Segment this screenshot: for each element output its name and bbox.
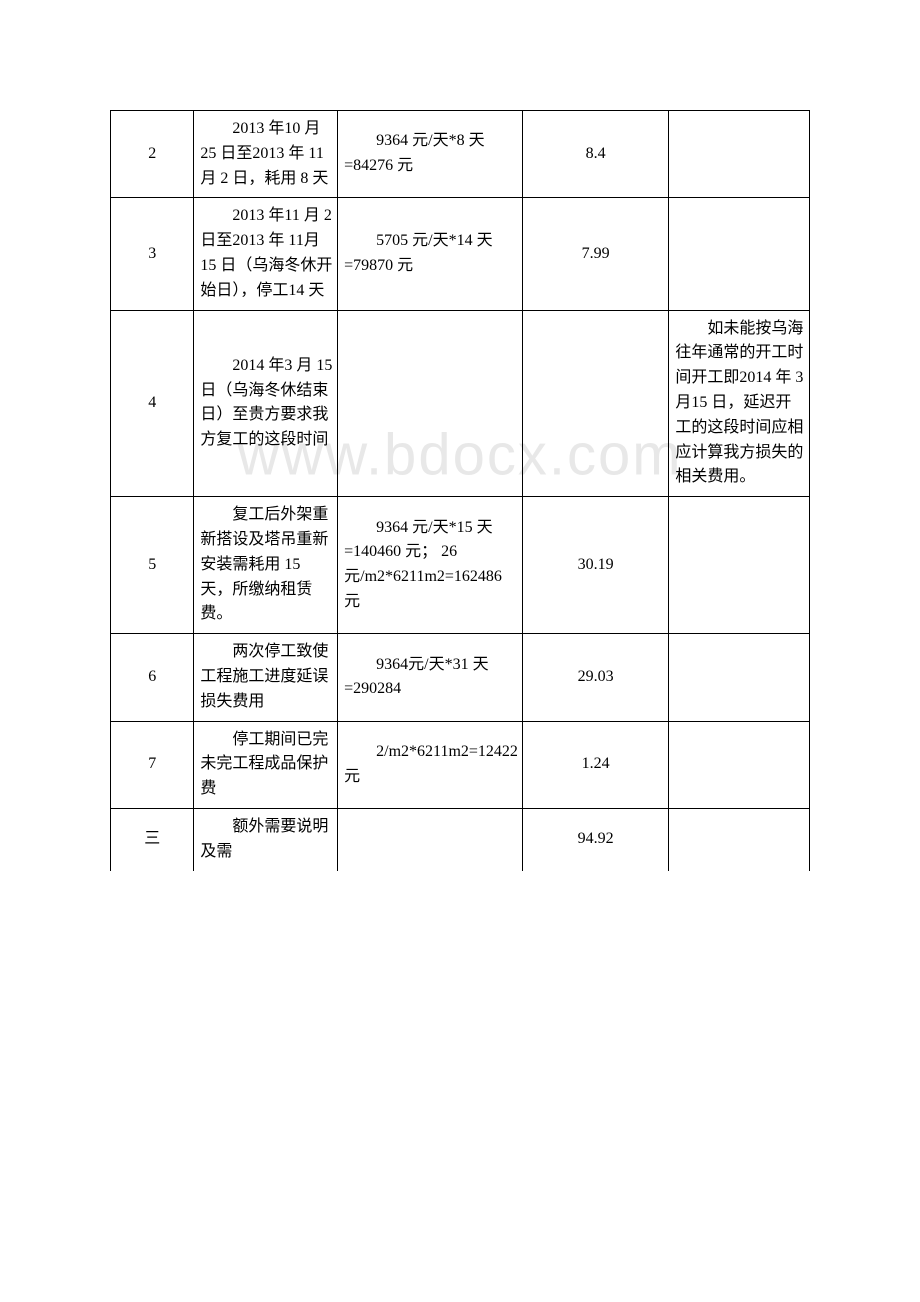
row-index: 6 [111,634,194,721]
row-amount: 1.24 [522,721,668,808]
row-note [669,808,810,870]
row-amount: 7.99 [522,198,668,310]
cost-table: 2 2013 年10 月 25 日至2013 年 11月 2 日，耗用 8 天 … [110,110,810,871]
row-calculation [338,310,523,497]
row-calculation [338,808,523,870]
row-amount: 8.4 [522,111,668,198]
row-calculation: 5705 元/天*14 天=79870 元 [338,198,523,310]
row-description: 2013 年10 月 25 日至2013 年 11月 2 日，耗用 8 天 [194,111,338,198]
row-description: 停工期间已完未完工程成品保护费 [194,721,338,808]
row-description: 额外需要说明及需 [194,808,338,870]
row-amount: 30.19 [522,497,668,634]
table-row: 7 停工期间已完未完工程成品保护费 2/m2*6211m2=12422元 1.2… [111,721,810,808]
row-amount: 29.03 [522,634,668,721]
row-index: 5 [111,497,194,634]
row-calculation: 9364 元/天*15 天=140460 元； 26 元/m2*6211m2=1… [338,497,523,634]
row-calculation: 9364元/天*31 天=290284 [338,634,523,721]
row-note [669,497,810,634]
row-index: 7 [111,721,194,808]
row-index: 4 [111,310,194,497]
table-row: 3 2013 年11 月 2 日至2013 年 11月 15 日（乌海冬休开始日… [111,198,810,310]
row-amount: 94.92 [522,808,668,870]
table-row: 2 2013 年10 月 25 日至2013 年 11月 2 日，耗用 8 天 … [111,111,810,198]
row-note: 如未能按乌海往年通常的开工时间开工即2014 年 3 月15 日，延迟开工的这段… [669,310,810,497]
row-description: 2013 年11 月 2 日至2013 年 11月 15 日（乌海冬休开始日），… [194,198,338,310]
table-row: 6 两次停工致使工程施工进度延误损失费用 9364元/天*31 天=290284… [111,634,810,721]
row-note [669,111,810,198]
row-description: 两次停工致使工程施工进度延误损失费用 [194,634,338,721]
row-description: 复工后外架重新搭设及塔吊重新安装需耗用 15 天，所缴纳租赁费。 [194,497,338,634]
row-index: 2 [111,111,194,198]
table-row: 4 2014 年3 月 15 日（乌海冬休结束日）至贵方要求我方复工的这段时间 … [111,310,810,497]
table-row: 5 复工后外架重新搭设及塔吊重新安装需耗用 15 天，所缴纳租赁费。 9364 … [111,497,810,634]
row-calculation: 9364 元/天*8 天=84276 元 [338,111,523,198]
row-note [669,198,810,310]
row-description: 2014 年3 月 15 日（乌海冬休结束日）至贵方要求我方复工的这段时间 [194,310,338,497]
row-calculation: 2/m2*6211m2=12422元 [338,721,523,808]
table-row: 三 额外需要说明及需 94.92 [111,808,810,870]
row-note [669,634,810,721]
row-index: 3 [111,198,194,310]
row-amount [522,310,668,497]
row-note [669,721,810,808]
row-index: 三 [111,808,194,870]
